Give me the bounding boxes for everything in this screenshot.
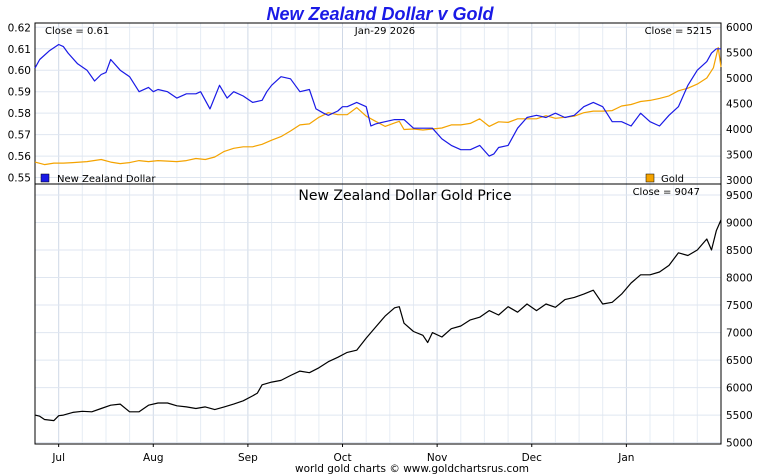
plot-frame: [34, 22, 722, 445]
price-series-line: [34, 219, 722, 422]
x-tick-label: Nov: [427, 452, 448, 464]
gold-tick-label: 4000: [726, 124, 753, 136]
gold-tick-label: 5000: [726, 73, 753, 85]
gold-series-line: [34, 46, 722, 166]
gold-legend-label: Gold: [661, 174, 684, 185]
x-tick-label: Sep: [238, 452, 258, 464]
top-panel-series: [34, 43, 722, 166]
price-tick-label: 8000: [726, 273, 753, 285]
gold-tick-label: 5500: [726, 48, 753, 60]
footer-credit: world gold charts © www.goldchartsrus.co…: [295, 463, 529, 475]
x-tick-label: Oct: [333, 452, 351, 464]
x-tick-label: Aug: [143, 452, 164, 464]
bottom-panel-grid: [34, 184, 722, 444]
gold-legend-swatch: [645, 173, 655, 183]
gold-tick-label: 3000: [726, 175, 753, 187]
bottom-panel-series: [34, 219, 722, 422]
nzd-tick-label: 0.57: [8, 130, 31, 142]
x-tick-label: Jan: [617, 452, 634, 464]
gold-tick-label: 4500: [726, 99, 753, 111]
gold-tick-label: 6000: [726, 22, 753, 34]
price-tick-label: 8500: [726, 245, 753, 257]
nzd-series-line: [34, 43, 721, 157]
date-label: Jan-29 2026: [354, 26, 415, 37]
price-tick-label: 7500: [726, 300, 753, 312]
nzd-tick-label: 0.62: [8, 22, 31, 34]
price-close-label: Close = 9047: [633, 187, 700, 198]
price-tick-label: 9500: [726, 190, 753, 202]
price-axis-ticks: 9500 9000 8500 8000 7500 7000 6500 6000 5500 5000: [726, 190, 753, 450]
price-tick-label: 5500: [726, 410, 753, 422]
price-tick-label: 9000: [726, 218, 753, 230]
nzd-tick-label: 0.61: [8, 44, 31, 56]
gold-close-label: Close = 5215: [645, 26, 712, 37]
nzd-legend-label: New Zealand Dollar: [57, 174, 156, 185]
gold-axis-ticks: 6000 5500 5000 4500 4000 3500 3000: [726, 22, 753, 187]
nzd-axis-ticks: 0.62 0.61 0.60 0.59 0.58 0.57 0.56 0.55: [8, 22, 32, 184]
top-panel-grid: [34, 23, 722, 184]
price-tick-label: 6500: [726, 355, 753, 367]
price-panel-title: New Zealand Dollar Gold Price: [298, 188, 511, 204]
price-tick-label: 5000: [726, 438, 753, 450]
x-tick-label: Jul: [51, 452, 65, 464]
nzd-close-label: Close = 0.61: [45, 26, 109, 37]
nzd-tick-label: 0.56: [8, 151, 32, 163]
nzd-legend-swatch: [40, 173, 50, 183]
nzd-tick-label: 0.60: [8, 65, 31, 77]
price-tick-label: 7000: [726, 328, 753, 340]
x-axis-ticks: Jul Aug Sep Oct Nov Dec Jan: [51, 444, 634, 464]
gold-tick-label: 3500: [726, 149, 753, 161]
nzd-tick-label: 0.59: [8, 87, 31, 99]
chart-title: New Zealand Dollar v Gold: [266, 4, 494, 24]
nzd-tick-label: 0.58: [8, 108, 31, 120]
price-tick-label: 6000: [726, 383, 753, 395]
x-tick-label: Dec: [522, 452, 543, 464]
nzd-tick-label: 0.55: [8, 173, 31, 185]
